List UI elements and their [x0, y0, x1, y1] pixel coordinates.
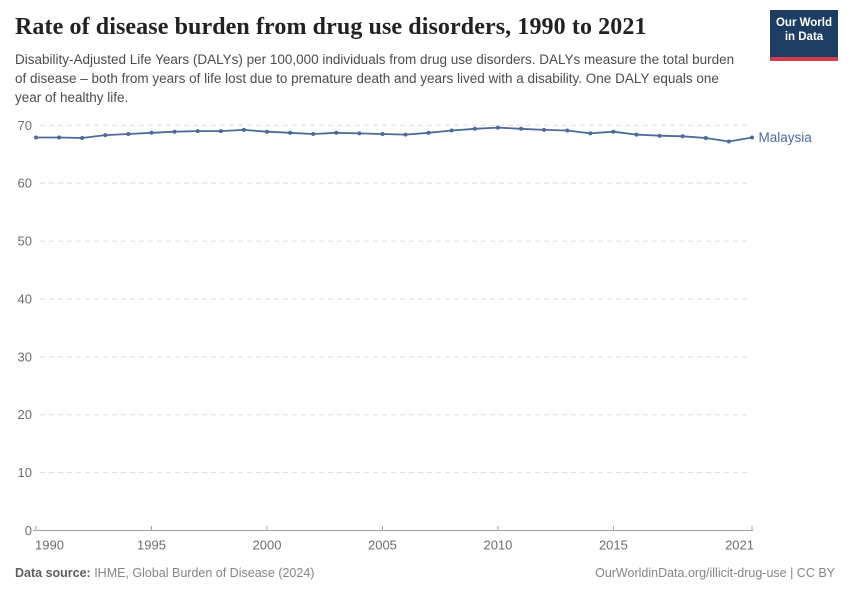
- x-axis-tick-label: 2005: [368, 538, 397, 553]
- data-point: [218, 129, 223, 134]
- data-point: [80, 136, 85, 140]
- data-point: [542, 127, 547, 132]
- y-axis-tick-label: 20: [18, 407, 32, 422]
- data-point: [657, 133, 662, 138]
- data-point: [380, 132, 385, 136]
- data-source: Data source: IHME, Global Burden of Dise…: [15, 566, 314, 580]
- data-point: [149, 130, 154, 135]
- data-point: [519, 126, 523, 131]
- chart-header: Rate of disease burden from drug use dis…: [15, 12, 760, 107]
- data-point: [34, 135, 38, 140]
- data-point: [103, 133, 108, 138]
- y-axis-tick-label: 10: [18, 465, 32, 480]
- data-point: [750, 135, 754, 140]
- page-title: Rate of disease burden from drug use dis…: [15, 14, 647, 40]
- data-point: [426, 130, 431, 135]
- data-point: [311, 132, 316, 136]
- y-axis-tick-label: 40: [18, 291, 32, 306]
- data-point: [449, 128, 454, 133]
- y-axis-tick-label: 60: [18, 176, 32, 191]
- data-point: [703, 136, 708, 140]
- data-point: [472, 126, 477, 131]
- owid-logo-line1: Our World: [775, 17, 832, 29]
- credit-link[interactable]: OurWorldinData.org/illicit-drug-use | CC…: [595, 566, 835, 580]
- data-point: [241, 127, 246, 132]
- data-line: [36, 126, 753, 143]
- data-source-value: IHME, Global Burden of Disease (2024): [90, 566, 315, 580]
- data-point: [126, 132, 131, 136]
- data-point: [565, 128, 570, 133]
- x-axis-tick-label: 2021: [725, 538, 754, 553]
- owid-logo-line2: in Data: [784, 30, 824, 43]
- x-axis-tick-label: 2015: [599, 538, 628, 553]
- y-axis-tick-label: 30: [18, 349, 32, 364]
- data-point: [195, 129, 200, 134]
- y-axis-tick-label: 50: [18, 234, 32, 249]
- entity-label: Malaysia: [759, 130, 813, 145]
- chart-subtitle: Disability-Adjusted Life Years (DALYs) p…: [15, 52, 735, 105]
- data-point: [680, 134, 685, 139]
- data-point: [634, 132, 639, 137]
- y-axis-tick-label: 70: [18, 118, 32, 133]
- x-axis-tick-label: 2010: [483, 538, 512, 553]
- x-axis-tick-label: 2000: [253, 538, 282, 553]
- owid-logo[interactable]: Our World in Data: [770, 10, 838, 61]
- data-point: [726, 139, 731, 144]
- data-point: [611, 129, 616, 134]
- data-point: [495, 125, 500, 130]
- x-axis-tick-label: 1995: [137, 538, 166, 553]
- data-point: [265, 129, 269, 134]
- data-point: [172, 129, 177, 134]
- y-axis-tick-label: 0: [25, 523, 32, 538]
- data-point: [57, 135, 62, 140]
- data-point: [588, 131, 593, 136]
- x-axis-tick-label: 1990: [35, 538, 64, 553]
- data-point: [288, 130, 293, 135]
- data-point: [334, 130, 339, 135]
- data-point: [403, 132, 408, 137]
- data-point: [357, 131, 362, 136]
- data-source-label: Data source:: [15, 566, 91, 580]
